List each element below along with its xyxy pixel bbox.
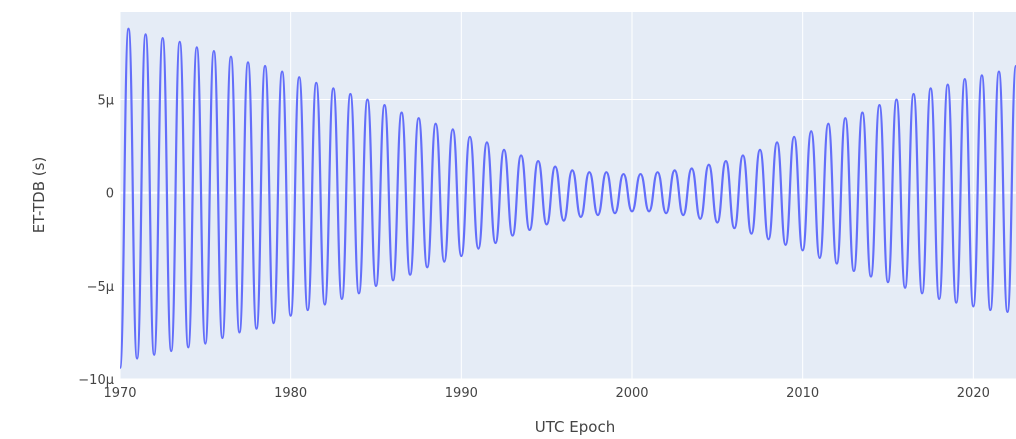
y-tick-label: 0 <box>106 187 114 202</box>
series-layer <box>118 27 1016 369</box>
x-axis-title: UTC Epoch <box>535 418 615 436</box>
y-tick-label: −5μ <box>87 280 114 295</box>
x-tick-label: 2020 <box>957 386 990 401</box>
y-axis-ticks: −10μ −5μ 0 5μ <box>78 94 114 388</box>
x-tick-label: 1980 <box>274 386 307 401</box>
x-tick-label: 1970 <box>103 386 136 401</box>
x-tick-label: 2010 <box>786 386 819 401</box>
series-line <box>118 27 1016 369</box>
y-axis-title: ET-TDB (s) <box>30 157 48 234</box>
y-tick-label: −10μ <box>78 373 114 388</box>
x-axis-ticks: 1970 1980 1990 2000 2010 2020 <box>103 386 989 401</box>
y-tick-label: 5μ <box>97 94 114 109</box>
x-tick-label: 1990 <box>445 386 478 401</box>
x-tick-label: 2000 <box>615 386 648 401</box>
